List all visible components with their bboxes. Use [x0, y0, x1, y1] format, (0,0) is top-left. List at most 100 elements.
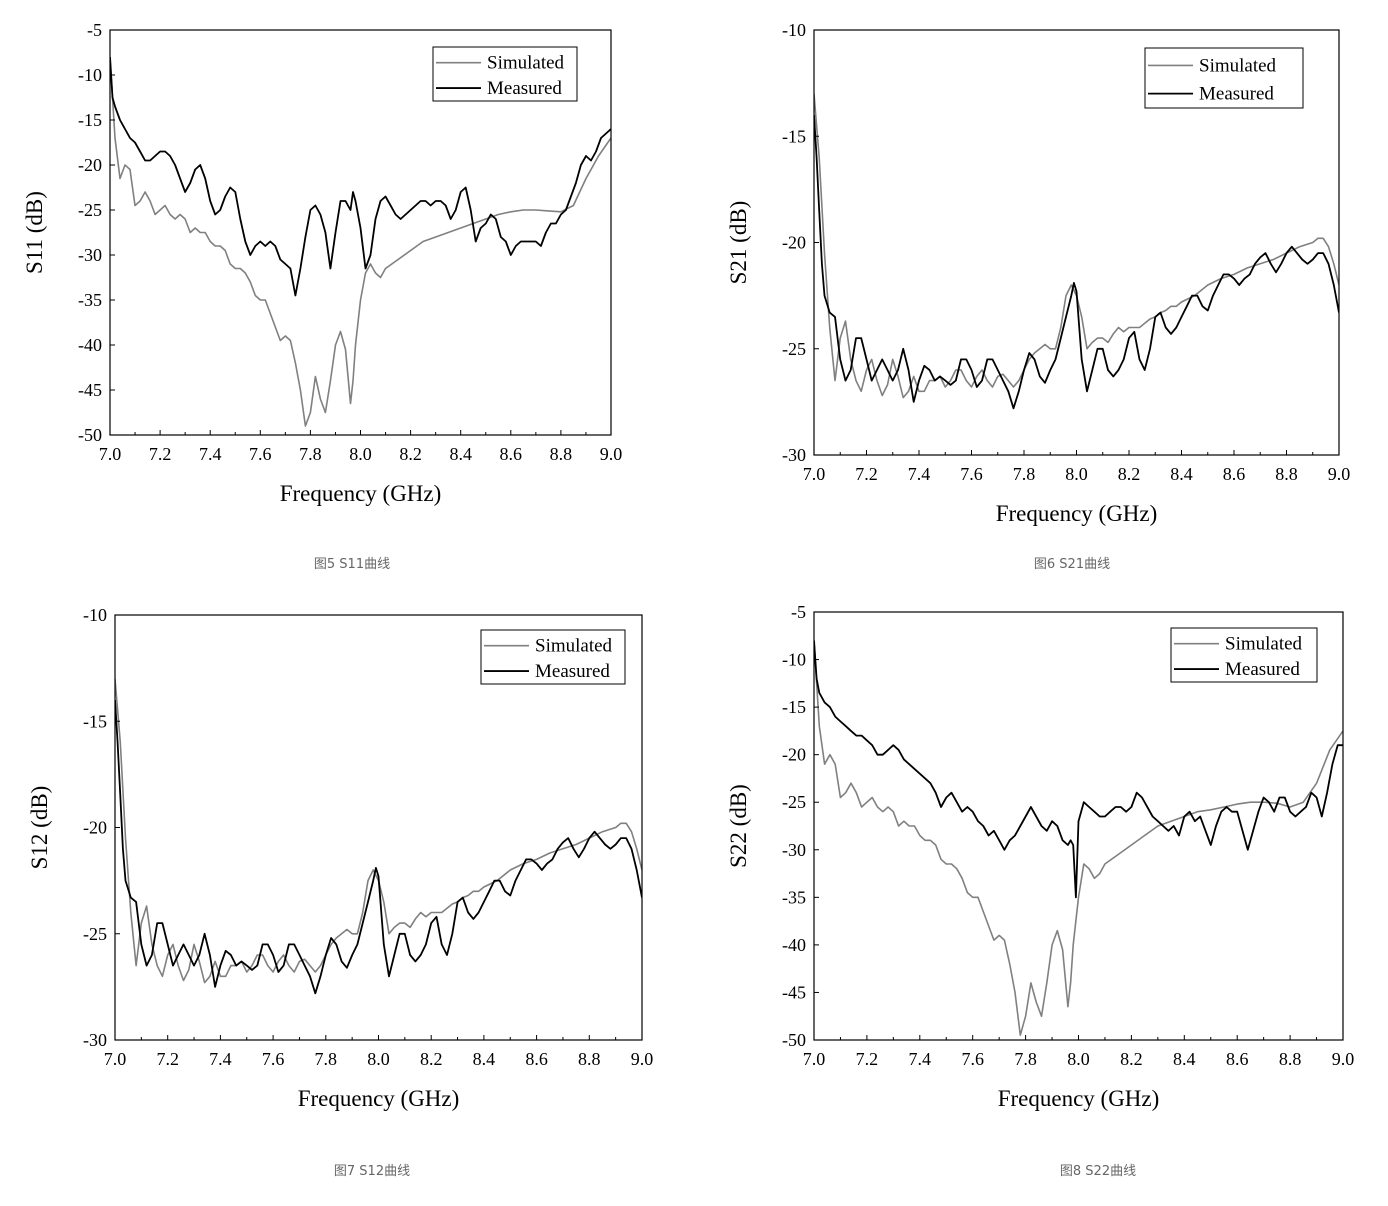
- figure-caption: 图6 S21曲线: [1033, 557, 1111, 572]
- y-axis-label: S12 (dB): [27, 786, 52, 870]
- legend-label-measured: Measured: [1199, 84, 1274, 105]
- legend: Simulated Measured: [432, 46, 578, 102]
- x-tick-label: 8.0: [367, 1049, 390, 1069]
- x-tick-label: 7.0: [803, 1049, 826, 1069]
- y-tick-label: -45: [782, 982, 806, 1002]
- y-axis-label: S21 (dB): [726, 201, 751, 285]
- x-tick-label: 7.4: [909, 1049, 932, 1069]
- y-tick-label: -15: [83, 711, 107, 731]
- legend-label-simulated: Simulated: [535, 636, 613, 657]
- y-tick-label: -20: [78, 155, 102, 175]
- y-axis-label: S11 (dB): [22, 191, 47, 274]
- x-tick-label: 8.4: [1173, 1049, 1196, 1069]
- y-tick-label: -30: [83, 1030, 107, 1050]
- x-axis-label: Frequency (GHz): [996, 501, 1158, 526]
- y-tick-label: -25: [782, 339, 806, 359]
- x-tick-label: 9.0: [1328, 464, 1351, 484]
- x-axis-label: Frequency (GHz): [998, 1086, 1160, 1111]
- figure-s22: 7.0 7.2 7.4 7.6 7.8 8.0 8.2 8.4 8.6 8.8 9.0 -5 -10 -1…: [694, 600, 1388, 1206]
- y-tick-label: -10: [782, 650, 806, 670]
- figure-s21: 7.0 7.2 7.4 7.6 7.8 8.0 8.2 8.4 8.6 8.8 9.0 -10 -15 -…: [694, 0, 1388, 600]
- x-tick-label: 7.0: [803, 464, 826, 484]
- x-tick-label: 8.2: [420, 1049, 443, 1069]
- legend-label-simulated: Simulated: [1199, 55, 1277, 76]
- y-tick-label: -20: [83, 818, 107, 838]
- y-tick-label: -40: [782, 935, 806, 955]
- s11-chart: 7.0 7.2 7.4 7.6 7.8 8.0 8.2 8.4 8.6 8.8 9.0 -5 -10 -1…: [22, 20, 623, 506]
- y-tick-label: -15: [782, 126, 806, 146]
- x-tick-label: 7.8: [1014, 1049, 1037, 1069]
- y-tick-label: -10: [78, 65, 102, 85]
- y-tick-label: -30: [782, 445, 806, 465]
- s12-chart: 7.0 7.2 7.4 7.6 7.8 8.0 8.2 8.4 8.6 8.8 9.0 -10 -15 -…: [27, 605, 654, 1111]
- x-tick-label: 9.0: [631, 1049, 654, 1069]
- y-tick-label: -45: [78, 380, 102, 400]
- x-tick-label: 8.6: [1223, 464, 1246, 484]
- legend-label-measured: Measured: [1225, 659, 1300, 680]
- x-tick-label: 8.8: [578, 1049, 601, 1069]
- series-line-simulated: [115, 678, 642, 984]
- y-axis-label: S22 (dB): [726, 784, 751, 868]
- legend-box: [1144, 47, 1304, 109]
- x-tick-label: 8.2: [1120, 1049, 1143, 1069]
- y-tick-label: -25: [78, 200, 102, 220]
- y-tick-label: -30: [782, 840, 806, 860]
- x-axis-label: Frequency (GHz): [298, 1086, 460, 1111]
- x-tick-label: 8.2: [399, 444, 422, 464]
- x-tick-label: 7.6: [961, 1049, 984, 1069]
- x-tick-label: 8.8: [550, 444, 573, 464]
- s22-chart: 7.0 7.2 7.4 7.6 7.8 8.0 8.2 8.4 8.6 8.8 9.0 -5 -10 -1…: [726, 602, 1355, 1111]
- x-tick-label: 7.8: [1013, 464, 1036, 484]
- y-tick-label: -5: [791, 602, 806, 622]
- legend-label-measured: Measured: [535, 661, 610, 682]
- x-tick-label: 8.0: [1067, 1049, 1090, 1069]
- y-tick-label: -20: [782, 745, 806, 765]
- x-tick-label: 7.4: [199, 444, 222, 464]
- x-tick-label: 9.0: [1332, 1049, 1355, 1069]
- series-line-measured: [115, 699, 642, 995]
- figure-caption: 图5 S11曲线: [313, 557, 391, 572]
- y-tick-label: -10: [782, 20, 806, 40]
- series-line-simulated: [814, 640, 1343, 1037]
- x-tick-label: 7.0: [104, 1049, 127, 1069]
- legend-box: [1170, 627, 1318, 683]
- legend-label-simulated: Simulated: [487, 53, 565, 74]
- x-tick-label: 8.4: [449, 444, 472, 464]
- x-axis-label: Frequency (GHz): [280, 481, 442, 506]
- x-tick-label: 8.4: [1170, 464, 1193, 484]
- figure-s12: 7.0 7.2 7.4 7.6 7.8 8.0 8.2 8.4 8.6 8.8 9.0 -10 -15 -…: [0, 600, 694, 1206]
- series-line-measured: [814, 640, 1343, 899]
- y-tick-label: -50: [78, 425, 102, 445]
- x-tick-label: 8.0: [349, 444, 372, 464]
- x-tick-label: 7.0: [99, 444, 122, 464]
- x-tick-label: 8.6: [500, 444, 523, 464]
- y-tick-label: -35: [78, 290, 102, 310]
- figure-caption: 图8 S22曲线: [1059, 1164, 1137, 1179]
- figure-s11: 7.0 7.2 7.4 7.6 7.8 8.0 8.2 8.4 8.6 8.8 9.0 -5 -10 -1…: [0, 0, 694, 600]
- series-line-simulated: [814, 93, 1339, 399]
- legend-label-simulated: Simulated: [1225, 634, 1303, 655]
- x-tick-label: 7.8: [315, 1049, 338, 1069]
- y-tick-label: -40: [78, 335, 102, 355]
- legend: Simulated Measured: [1170, 627, 1318, 683]
- x-tick-label: 7.6: [249, 444, 272, 464]
- figure-caption: 图7 S12曲线: [333, 1164, 411, 1179]
- legend: Simulated Measured: [480, 629, 626, 685]
- x-tick-label: 7.8: [299, 444, 322, 464]
- series-line-measured: [110, 56, 611, 297]
- y-tick-label: -15: [78, 110, 102, 130]
- y-tick-label: -20: [782, 233, 806, 253]
- x-tick-label: 7.2: [156, 1049, 179, 1069]
- x-tick-label: 8.8: [1275, 464, 1298, 484]
- y-tick-label: -10: [83, 605, 107, 625]
- x-tick-label: 8.6: [1226, 1049, 1249, 1069]
- series-line-simulated: [110, 56, 611, 427]
- x-tick-label: 9.0: [600, 444, 623, 464]
- y-tick-label: -35: [782, 887, 806, 907]
- x-tick-label: 8.6: [525, 1049, 548, 1069]
- y-tick-label: -25: [83, 924, 107, 944]
- series-line-measured: [814, 114, 1339, 410]
- x-tick-label: 7.2: [856, 1049, 879, 1069]
- x-tick-label: 8.0: [1065, 464, 1088, 484]
- x-tick-label: 7.2: [149, 444, 172, 464]
